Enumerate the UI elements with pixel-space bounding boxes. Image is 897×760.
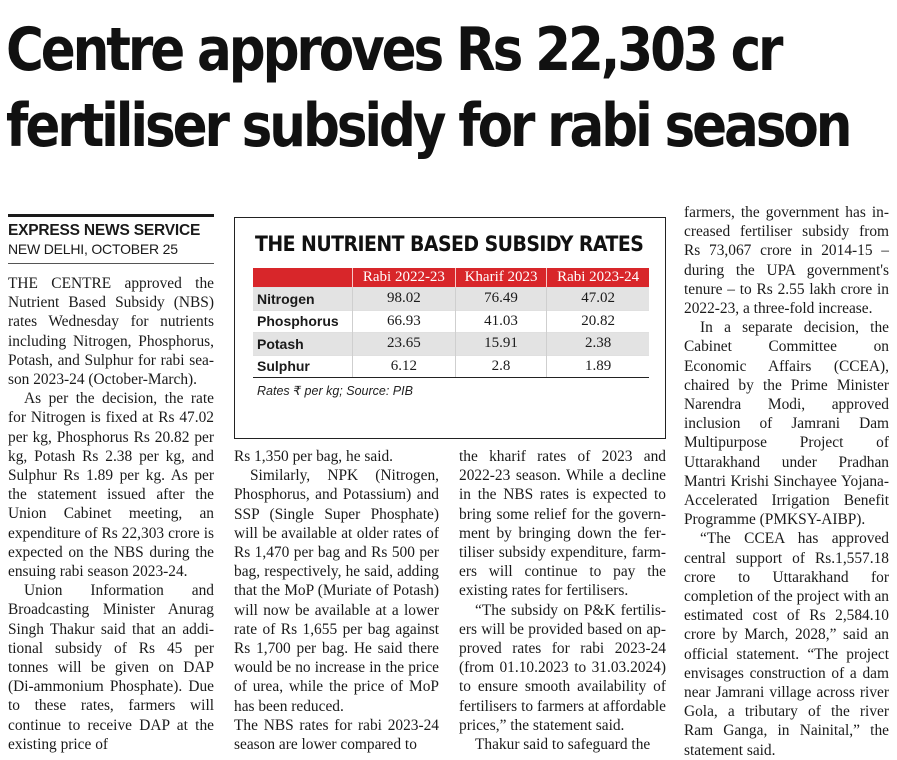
nutrient-name: Phosphorus (253, 309, 353, 333)
rate-cell: 6.12 (352, 354, 456, 378)
table-header-cell: Kharif 2023 (454, 268, 547, 288)
paragraph: Thakur said to safeguard the (475, 736, 651, 754)
paragraph: In a separate decision, the Cabinet Comm… (684, 319, 889, 529)
table-title: THE NUTRIENT BASED SUBSIDY RATES (255, 232, 644, 256)
rate-cell: 98.02 (352, 287, 456, 310)
rate-cell: 23.65 (352, 332, 456, 355)
rate-cell: 66.93 (352, 309, 456, 333)
subsidy-rates-table: Rabi 2022-23 Kharif 2023 Rabi 2023-24 Ni… (253, 268, 649, 378)
headline-line-1: Centre approves Rs 22,303 cr (6, 15, 784, 85)
paragraph: farmers, the government has in­creased f… (684, 204, 889, 318)
paragraph: Union Information and Broadcasting Minis… (8, 582, 214, 753)
rate-cell: 2.38 (546, 332, 649, 355)
byline-top-rule (8, 214, 214, 217)
paragraph: “The CCEA has approved cen­tral support … (684, 530, 889, 759)
rate-cell: 1.89 (546, 354, 649, 378)
table-row: Phosphorus 66.93 41.03 20.82 (253, 309, 649, 333)
table-header-blank (253, 268, 353, 288)
nutrient-name: Sulphur (253, 354, 353, 378)
rate-cell: 2.8 (454, 354, 547, 378)
table-header-row: Rabi 2022-23 Kharif 2023 Rabi 2023-24 (253, 268, 649, 288)
byline-agency: EXPRESS NEWS SERVICE (8, 222, 201, 239)
rate-cell: 15.91 (454, 332, 547, 355)
table-row: Potash 23.65 15.91 2.38 (253, 332, 649, 355)
paragraph: As per the decision, the rate for Nitrog… (8, 390, 214, 581)
rate-cell: 20.82 (546, 309, 649, 333)
subsidy-rates-box: THE NUTRIENT BASED SUBSIDY RATES Rabi 20… (234, 217, 666, 439)
table-row: Nitrogen 98.02 76.49 47.02 (253, 287, 649, 310)
paragraph: Similarly, NPK (Nitrogen, Phosphorus, an… (234, 467, 439, 715)
paragraph: The NBS rates for rabi 2023-24 season ar… (234, 716, 439, 754)
headline: Centre approves Rs 22,303 cr fertiliser … (6, 12, 852, 164)
table-row: Sulphur 6.12 2.8 1.89 (253, 354, 649, 378)
headline-line-2: fertiliser subsidy for rabi season (6, 91, 852, 161)
table-source-note: Rates ₹ per kg; Source: PIB (257, 384, 413, 398)
byline-bottom-rule (8, 263, 214, 264)
byline-dateline: NEW DELHI, OCTOBER 25 (8, 241, 178, 257)
nutrient-name: Nitrogen (253, 287, 353, 310)
rate-cell: 47.02 (546, 287, 649, 310)
table-header-cell: Rabi 2022-23 (352, 268, 456, 288)
paragraph: “The subsidy on P&K fertilis­ers will be… (459, 601, 666, 734)
article-column-4: farmers, the government has in­creased f… (684, 203, 889, 760)
article-column-1: THE CENTRE approved the Nutrient Based S… (8, 274, 214, 754)
paragraph: Rs 1,350 per bag, he said. (234, 448, 394, 465)
table-header-cell: Rabi 2023-24 (546, 268, 649, 288)
article-column-2: Rs 1,350 per bag, he said. Similarly, NP… (234, 447, 439, 754)
rate-cell: 76.49 (454, 287, 547, 310)
nutrient-name: Potash (253, 332, 353, 355)
paragraph: the kharif rates of 2023 and 2022-23 sea… (459, 448, 666, 600)
article-column-3: the kharif rates of 2023 and 2022-23 sea… (459, 447, 666, 754)
rate-cell: 41.03 (454, 309, 547, 333)
paragraph: THE CENTRE approved the Nutrient Based S… (8, 275, 214, 389)
